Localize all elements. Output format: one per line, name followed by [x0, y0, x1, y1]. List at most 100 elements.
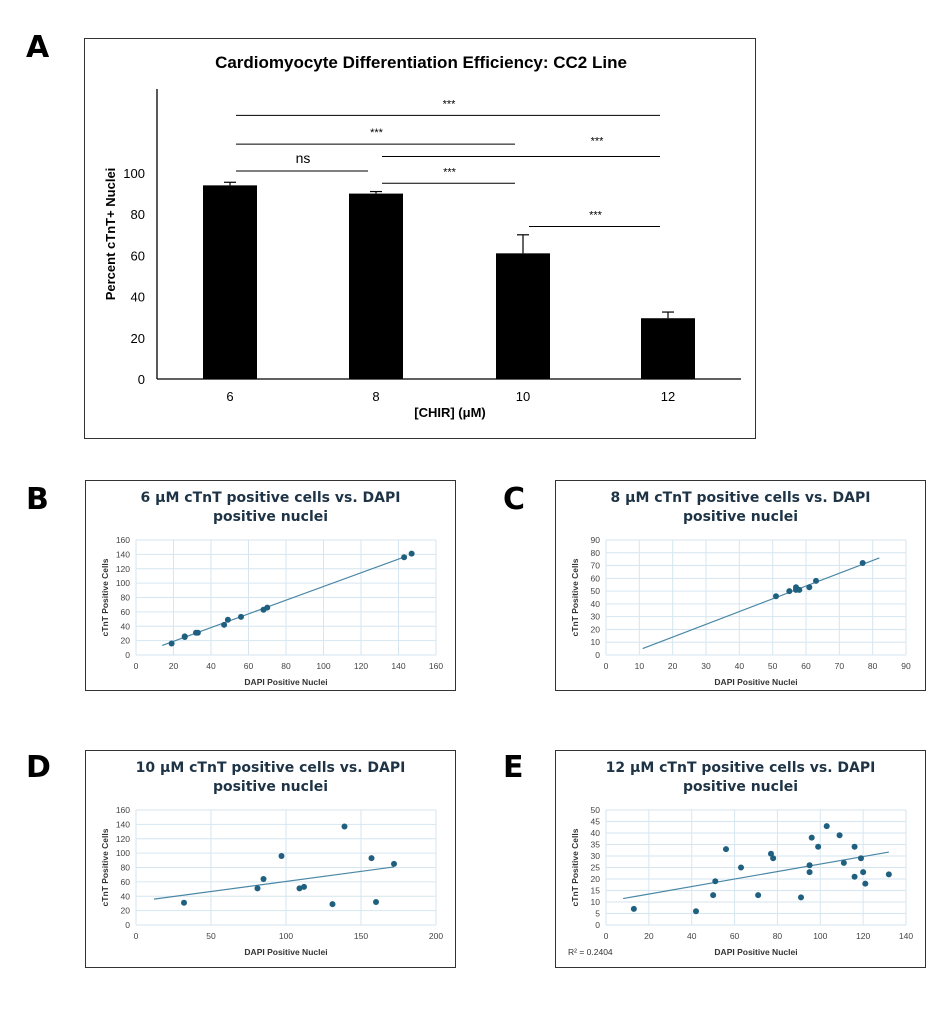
y-tick-label: 30 — [591, 612, 601, 622]
y-tick-label: 20 — [121, 906, 131, 916]
data-point — [859, 560, 866, 566]
y-tick-label: 0 — [595, 920, 600, 930]
trendline — [642, 557, 880, 650]
y-tick-label: 160 — [116, 535, 130, 545]
y-tick-label: 70 — [591, 561, 601, 571]
x-tick-label: 100 — [279, 931, 293, 941]
bar-chart-svg: Cardiomyocyte Differentiation Efficiency… — [103, 53, 741, 420]
data-point — [806, 869, 813, 876]
data-point — [786, 588, 793, 595]
data-point — [840, 859, 847, 866]
data-point — [862, 880, 869, 887]
x-tick-label: 150 — [354, 931, 368, 941]
y-tick-label: 90 — [591, 535, 601, 545]
data-point — [224, 616, 231, 623]
x-tick-label: 90 — [901, 661, 911, 671]
y-axis-label: Percent cTnT+ Nuclei — [103, 168, 118, 301]
x-axis-label: [CHIR] (μM) — [414, 405, 486, 420]
panel-letter-c: C — [503, 482, 526, 517]
y-tick-label: 80 — [131, 207, 145, 222]
x-tick-label: 100 — [316, 661, 330, 671]
y-tick-label: 25 — [591, 863, 601, 873]
scatter-panel-c: 8 μM cTnT positive cells vs. DAPI positi… — [555, 480, 926, 691]
x-tick-label: 0 — [604, 931, 609, 941]
data-point — [296, 885, 303, 892]
data-point — [738, 864, 744, 871]
bar-12 — [641, 318, 695, 379]
data-point — [221, 621, 228, 628]
x-tick-label: 120 — [856, 931, 870, 941]
y-tick-label: 160 — [116, 805, 130, 815]
bar-10 — [496, 253, 550, 379]
data-point — [254, 885, 261, 892]
data-point — [693, 908, 699, 915]
y-tick-label: 20 — [131, 331, 145, 346]
y-tick-label: 20 — [591, 874, 601, 884]
x-tick-label: 8 — [372, 389, 379, 404]
x-tick-label: 0 — [134, 661, 139, 671]
y-tick-label: 5 — [595, 909, 600, 919]
bar-6 — [203, 185, 257, 379]
bar-8 — [349, 193, 403, 379]
x-tick-label: 60 — [244, 661, 254, 671]
x-tick-label: 200 — [429, 931, 443, 941]
x-tick-label: 100 — [813, 931, 827, 941]
y-tick-label: 35 — [591, 840, 601, 850]
y-axis-label: cTnT Positive Cells — [570, 558, 580, 636]
y-tick-label: 100 — [116, 578, 130, 588]
panel-letter-a: A — [26, 30, 50, 65]
y-tick-label: 0 — [595, 650, 600, 660]
data-point — [264, 604, 271, 611]
x-tick-label: 10 — [635, 661, 645, 671]
y-tick-label: 50 — [591, 586, 601, 596]
panel-letter-b: B — [26, 482, 49, 517]
panel-letter-e: E — [503, 750, 524, 785]
bar-chart-panel-a: Cardiomyocyte Differentiation Efficiency… — [84, 38, 756, 439]
x-tick-label: 40 — [206, 661, 216, 671]
data-point — [806, 584, 813, 591]
chart-title: 6 μM cTnT positive cells vs. DAPI positi… — [140, 490, 401, 525]
x-tick-label: 6 — [226, 389, 233, 404]
x-tick-label: 50 — [206, 931, 216, 941]
x-tick-label: 12 — [661, 389, 675, 404]
y-tick-label: 40 — [121, 621, 131, 631]
significance-label: ns — [296, 150, 311, 166]
panel-letter-d: D — [26, 750, 51, 785]
x-tick-label: 80 — [773, 931, 783, 941]
data-point — [630, 905, 637, 912]
x-tick-label: 30 — [701, 661, 711, 671]
data-point — [181, 899, 187, 906]
data-point — [329, 901, 336, 908]
y-tick-label: 80 — [121, 593, 131, 603]
y-tick-label: 20 — [591, 624, 601, 634]
x-axis-label: DAPI Positive Nuclei — [714, 947, 797, 957]
significance-label: *** — [370, 127, 384, 139]
x-tick-label: 80 — [868, 661, 878, 671]
trendline — [623, 851, 889, 900]
x-axis-label: DAPI Positive Nuclei — [244, 677, 327, 687]
y-tick-label: 80 — [591, 548, 601, 558]
y-tick-label: 60 — [121, 607, 131, 617]
x-tick-label: 60 — [801, 661, 811, 671]
data-point — [808, 834, 815, 841]
y-tick-label: 40 — [591, 828, 601, 838]
y-tick-label: 60 — [121, 877, 131, 887]
y-tick-label: 0 — [125, 650, 130, 660]
y-tick-label: 15 — [591, 886, 601, 896]
x-tick-label: 40 — [735, 661, 745, 671]
x-tick-label: 10 — [516, 389, 530, 404]
data-point — [368, 855, 375, 862]
y-axis-label: cTnT Positive Cells — [570, 828, 580, 906]
significance-label: *** — [591, 136, 605, 148]
significance-label: *** — [589, 210, 603, 222]
x-tick-label: 80 — [281, 661, 291, 671]
x-tick-label: 0 — [604, 661, 609, 671]
y-tick-label: 80 — [121, 863, 131, 873]
scatter-panel-e: 12 μM cTnT positive cells vs. DAPI posit… — [555, 750, 926, 968]
data-point — [851, 843, 858, 850]
data-point — [860, 869, 867, 876]
data-point — [301, 883, 307, 890]
y-tick-label: 45 — [591, 817, 601, 827]
data-point — [858, 855, 864, 862]
data-point — [773, 593, 779, 600]
